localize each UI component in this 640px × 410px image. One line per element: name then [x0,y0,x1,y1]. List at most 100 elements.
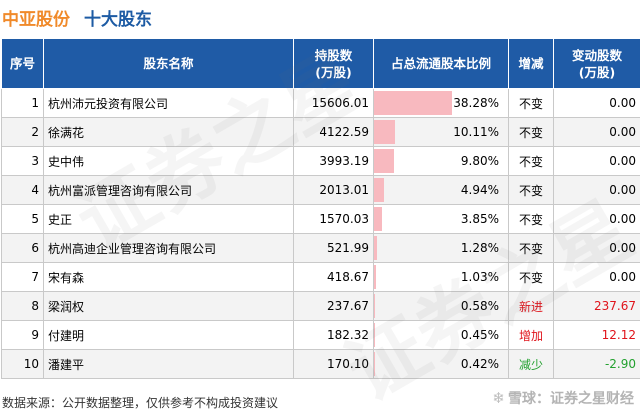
shares-cell: 1570.03 [293,204,374,234]
holder-name-cell: 史中伟 [43,146,294,176]
ratio-value: 1.03% [460,270,499,284]
ratio-cell: 9.80% [373,146,509,176]
table-row: 4 杭州富派管理咨询有限公司 2013.01 4.94% 不变 0.00 [1,175,640,205]
table-row: 7 宋有森 418.67 1.03% 不变 0.00 [1,262,640,292]
holder-name-cell: 梁润权 [43,291,294,321]
ratio-bar [374,236,377,260]
ratio-value: 9.80% [460,154,499,168]
rank-cell: 6 [1,233,44,263]
ratio-cell: 3.85% [373,204,509,234]
shares-cell: 418.67 [293,262,374,292]
rank-cell: 8 [1,291,44,321]
ratio-bar [374,352,375,376]
ratio-bar [374,178,385,202]
col-delta-header-line1: 变动股数 [571,47,622,63]
delta-shares-cell: 0.00 [553,175,640,205]
ratio-bar [374,120,395,144]
rank-cell: 3 [1,146,44,176]
table-row: 10 潘建平 170.10 0.42% 减少 -2.90 [1,349,640,379]
delta-shares-cell: 0.00 [553,204,640,234]
holder-name-cell: 史正 [43,204,294,234]
col-shares-header-line1: 持股数 [314,47,353,63]
col-ratio-header: 占总流通股本比例 [373,38,509,89]
ratio-cell: 0.45% [373,320,509,350]
brand-watermark: ❄ 雪球：证券之星财经 [492,388,634,408]
ratio-cell: 1.03% [373,262,509,292]
ratio-value: 0.58% [460,299,499,313]
ratio-bar [374,149,394,173]
shares-cell: 182.32 [293,320,374,350]
holder-name-cell: 徐满花 [43,117,294,147]
table-row: 9 付建明 182.32 0.45% 增加 12.12 [1,320,640,350]
change-status-cell: 不变 [508,117,554,147]
col-name-header: 股东名称 [43,38,294,89]
delta-shares-cell: -2.90 [553,349,640,379]
shares-cell: 4122.59 [293,117,374,147]
shares-cell: 2013.01 [293,175,374,205]
change-status-cell: 增加 [508,320,554,350]
shares-cell: 521.99 [293,233,374,263]
table-header-row: 序号 股东名称 持股数 (万股) 占总流通股本比例 增减 变动股数 (万股) [1,38,640,89]
ratio-bar [374,91,452,115]
rank-cell: 1 [1,88,44,118]
holder-name-cell: 付建明 [43,320,294,350]
ratio-value: 3.85% [460,212,499,226]
data-source-note: 数据来源：公开数据整理，仅供参考不构成投资建议 [2,396,279,410]
holder-name-cell: 杭州沛元投资有限公司 [43,88,294,118]
delta-shares-cell: 12.12 [553,320,640,350]
table-row: 2 徐满花 4122.59 10.11% 不变 0.00 [1,117,640,147]
ratio-cell: 0.58% [373,291,509,321]
ratio-bar [374,294,376,318]
ratio-cell: 10.11% [373,117,509,147]
shares-cell: 237.67 [293,291,374,321]
top-ten-holders-table: 序号 股东名称 持股数 (万股) 占总流通股本比例 增减 变动股数 (万股) 1… [1,38,640,379]
ratio-value: 10.11% [453,125,499,139]
page-title: 中亚股份 十大股东 [2,3,152,31]
col-shares-header-line2: (万股) [315,64,352,80]
ratio-value: 38.28% [453,96,499,110]
table-subtitle: 十大股东 [84,9,152,30]
table-row: 6 杭州高迪企业管理咨询有限公司 521.99 1.28% 不变 0.00 [1,233,640,263]
change-status-cell: 不变 [508,262,554,292]
col-delta-header: 变动股数 (万股) [553,38,640,89]
delta-shares-cell: 237.67 [553,291,640,321]
ratio-bar [374,265,377,289]
col-shares-header: 持股数 (万股) [293,38,374,89]
rank-cell: 7 [1,262,44,292]
ratio-cell: 1.28% [373,233,509,263]
col-change-header: 增减 [508,38,554,89]
ratio-bar [374,323,375,347]
delta-shares-cell: 0.00 [553,233,640,263]
rank-cell: 2 [1,117,44,147]
change-status-cell: 不变 [508,233,554,263]
change-status-cell: 减少 [508,349,554,379]
rank-cell: 5 [1,204,44,234]
shares-cell: 3993.19 [293,146,374,176]
rank-cell: 9 [1,320,44,350]
holder-name-cell: 宋有森 [43,262,294,292]
ratio-cell: 38.28% [373,88,509,118]
ratio-value: 0.45% [460,328,499,342]
ratio-cell: 4.94% [373,175,509,205]
holder-name-cell: 潘建平 [43,349,294,379]
shares-cell: 15606.01 [293,88,374,118]
rank-cell: 10 [1,349,44,379]
col-rank-header: 序号 [1,38,44,89]
rank-cell: 4 [1,175,44,205]
delta-shares-cell: 0.00 [553,262,640,292]
delta-shares-cell: 0.00 [553,146,640,176]
change-status-cell: 不变 [508,88,554,118]
delta-shares-cell: 0.00 [553,88,640,118]
ratio-value: 0.42% [460,357,499,371]
holder-name-cell: 杭州富派管理咨询有限公司 [43,175,294,205]
change-status-cell: 不变 [508,146,554,176]
delta-shares-cell: 0.00 [553,117,640,147]
change-status-cell: 新进 [508,291,554,321]
company-name: 中亚股份 [2,9,70,30]
change-status-cell: 不变 [508,204,554,234]
col-delta-header-line2: (万股) [578,64,616,80]
brand-text: 雪球：证券之星财经 [508,391,634,407]
table-row: 3 史中伟 3993.19 9.80% 不变 0.00 [1,146,640,176]
ratio-bar [374,207,382,231]
